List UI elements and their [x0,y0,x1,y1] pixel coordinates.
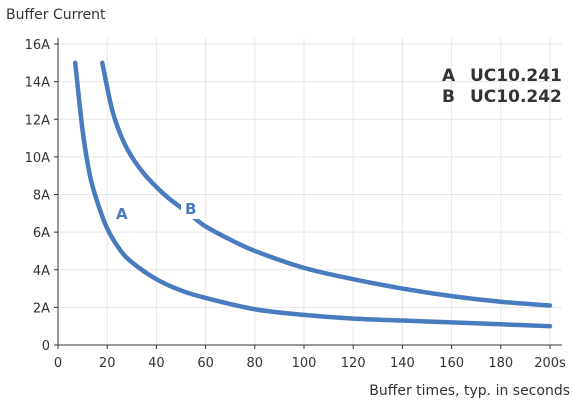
y-tick-label: 2A [33,301,50,316]
grid [58,38,562,345]
series-line-b [100,60,553,308]
y-tick-label: 10A [25,151,51,166]
x-tick-label: 100 [292,356,317,371]
y-tick-label: 16A [25,38,51,53]
y-tick-label: 0 [42,339,50,354]
x-tick-label: 0 [54,356,62,371]
curve-labels: A B [113,197,203,224]
legend-key-b: B [442,87,455,107]
x-tick-label: 120 [341,356,366,371]
legend-label-a: UC10.241 [470,66,562,86]
axes [57,38,562,346]
y-tick-label: 14A [25,76,51,91]
x-tick-label: 140 [390,356,415,371]
legend-key-a: A [442,66,456,86]
y-tick-label: 8A [33,189,50,204]
x-tick-label: 80 [247,356,264,371]
x-axis-title: Buffer times, typ. in seconds [369,383,570,399]
curve-label-a-backdrop [113,202,135,224]
curve-label-b: B [185,200,196,218]
x-tick-label: 160 [439,356,464,371]
curve-label-a: A [116,205,128,223]
series-line-a [72,60,553,329]
y-axis-title: Buffer Current [6,7,106,23]
y-tick-label: 6A [33,226,50,241]
legend-label-b: UC10.242 [470,87,562,107]
x-tick-label: 20 [99,356,116,371]
x-tick-label: 40 [148,356,165,371]
y-tick-label: 4A [33,264,50,279]
curve-label-b-backdrop [181,197,203,219]
y-tick-label: 12A [25,113,51,128]
x-tick-label: 200s [534,356,566,371]
series [72,60,553,329]
x-tick-label: 60 [197,356,214,371]
x-tick-label: 180 [488,356,513,371]
tick-labels: 0 2A 4A 6A 8A 10A 12A 14A 16A 0 20 40 60 80 100 120 140 1… [25,38,566,371]
legend: A UC10.241 B UC10.242 [442,66,562,107]
